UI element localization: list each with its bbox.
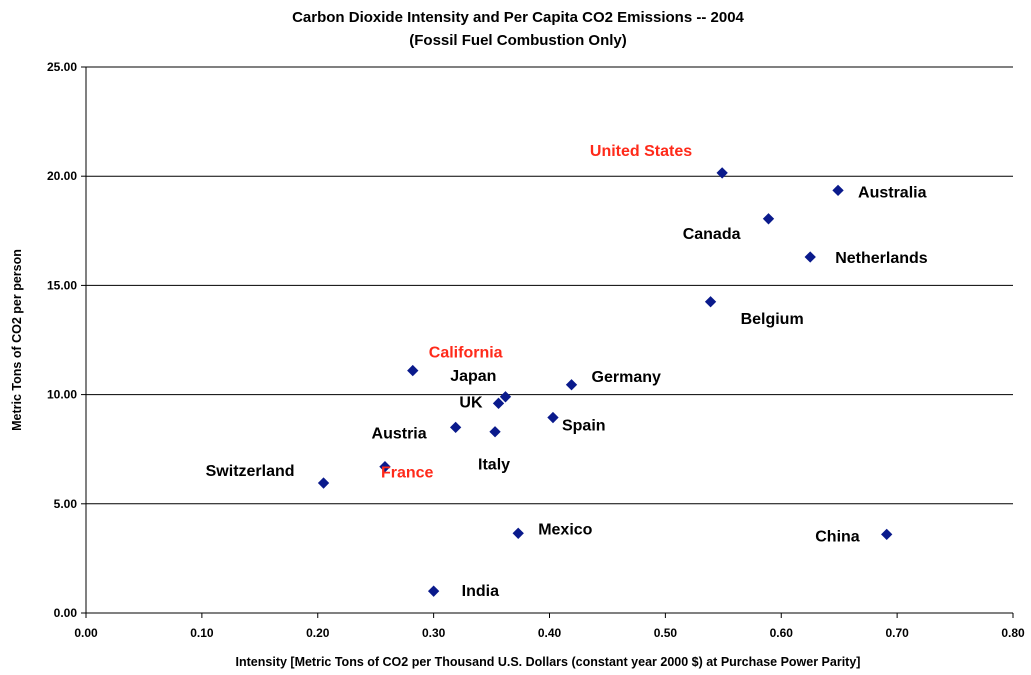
y-tick-label: 25.00 bbox=[47, 60, 77, 74]
point-label: Canada bbox=[683, 226, 741, 243]
data-point bbox=[716, 167, 728, 179]
y-tick-label: 15.00 bbox=[47, 278, 77, 292]
point-label: France bbox=[381, 465, 434, 482]
x-tick-label: 0.50 bbox=[654, 626, 678, 640]
x-axis-label: Intensity [Metric Tons of CO2 per Thousa… bbox=[236, 655, 861, 669]
data-point bbox=[512, 527, 524, 539]
point-label: Australia bbox=[858, 184, 927, 201]
data-point bbox=[492, 397, 505, 409]
point-label: California bbox=[429, 345, 503, 362]
point-label: Switzerland bbox=[206, 463, 295, 480]
data-point bbox=[704, 296, 717, 308]
y-tick-label: 0.00 bbox=[54, 606, 78, 620]
data-point bbox=[427, 585, 440, 597]
data-point bbox=[489, 426, 501, 438]
point-label: China bbox=[815, 528, 860, 545]
y-axis-ticks: 0.00 5.00 10.00 15.00 20.00 25.00 bbox=[47, 60, 86, 620]
x-tick-label: 0.10 bbox=[190, 626, 214, 640]
data-point bbox=[804, 251, 816, 263]
gridlines bbox=[86, 66, 1013, 505]
point-label: Spain bbox=[562, 418, 606, 435]
point-label: Japan bbox=[450, 368, 496, 385]
point-label: Austria bbox=[372, 425, 427, 442]
x-tick-label: 0.20 bbox=[306, 626, 330, 640]
data-point bbox=[881, 528, 893, 541]
point-label: Italy bbox=[478, 457, 510, 474]
y-tick-label: 20.00 bbox=[47, 169, 77, 183]
point-label: Netherlands bbox=[835, 250, 928, 267]
data-point bbox=[499, 391, 512, 403]
point-labels: United States Australia Canada Netherlands B… bbox=[206, 143, 928, 600]
chart-subtitle: (Fossil Fuel Combustion Only) bbox=[409, 32, 627, 49]
y-axis-label: Metric Tons of CO2 per person bbox=[10, 249, 24, 431]
point-label: India bbox=[462, 583, 499, 600]
x-tick-label: 0.60 bbox=[770, 626, 794, 640]
data-point bbox=[449, 421, 462, 434]
data-point bbox=[832, 184, 844, 197]
data-point bbox=[407, 364, 419, 377]
x-tick-label: 0.40 bbox=[538, 626, 562, 640]
data-point bbox=[317, 477, 330, 489]
point-label: United States bbox=[590, 143, 692, 160]
point-label: Belgium bbox=[741, 311, 804, 328]
point-label: Germany bbox=[592, 369, 661, 386]
point-label: UK bbox=[459, 394, 483, 411]
x-tick-label: 0.00 bbox=[74, 626, 98, 640]
x-axis-ticks: 0.00 0.10 0.20 0.30 0.40 0.50 0.60 0.70 0.80 bbox=[74, 613, 1025, 640]
data-point bbox=[379, 461, 391, 473]
y-tick-label: 5.00 bbox=[54, 497, 78, 511]
point-label: Mexico bbox=[538, 521, 592, 538]
chart-title: Carbon Dioxide Intensity and Per Capita … bbox=[292, 9, 744, 26]
data-point bbox=[762, 213, 775, 225]
data-points bbox=[317, 167, 893, 597]
y-tick-label: 10.00 bbox=[47, 388, 77, 402]
x-tick-label: 0.30 bbox=[422, 626, 446, 640]
x-tick-label: 0.70 bbox=[885, 626, 909, 640]
data-point bbox=[565, 379, 578, 391]
data-point bbox=[547, 411, 559, 424]
x-tick-label: 0.80 bbox=[1001, 626, 1025, 640]
